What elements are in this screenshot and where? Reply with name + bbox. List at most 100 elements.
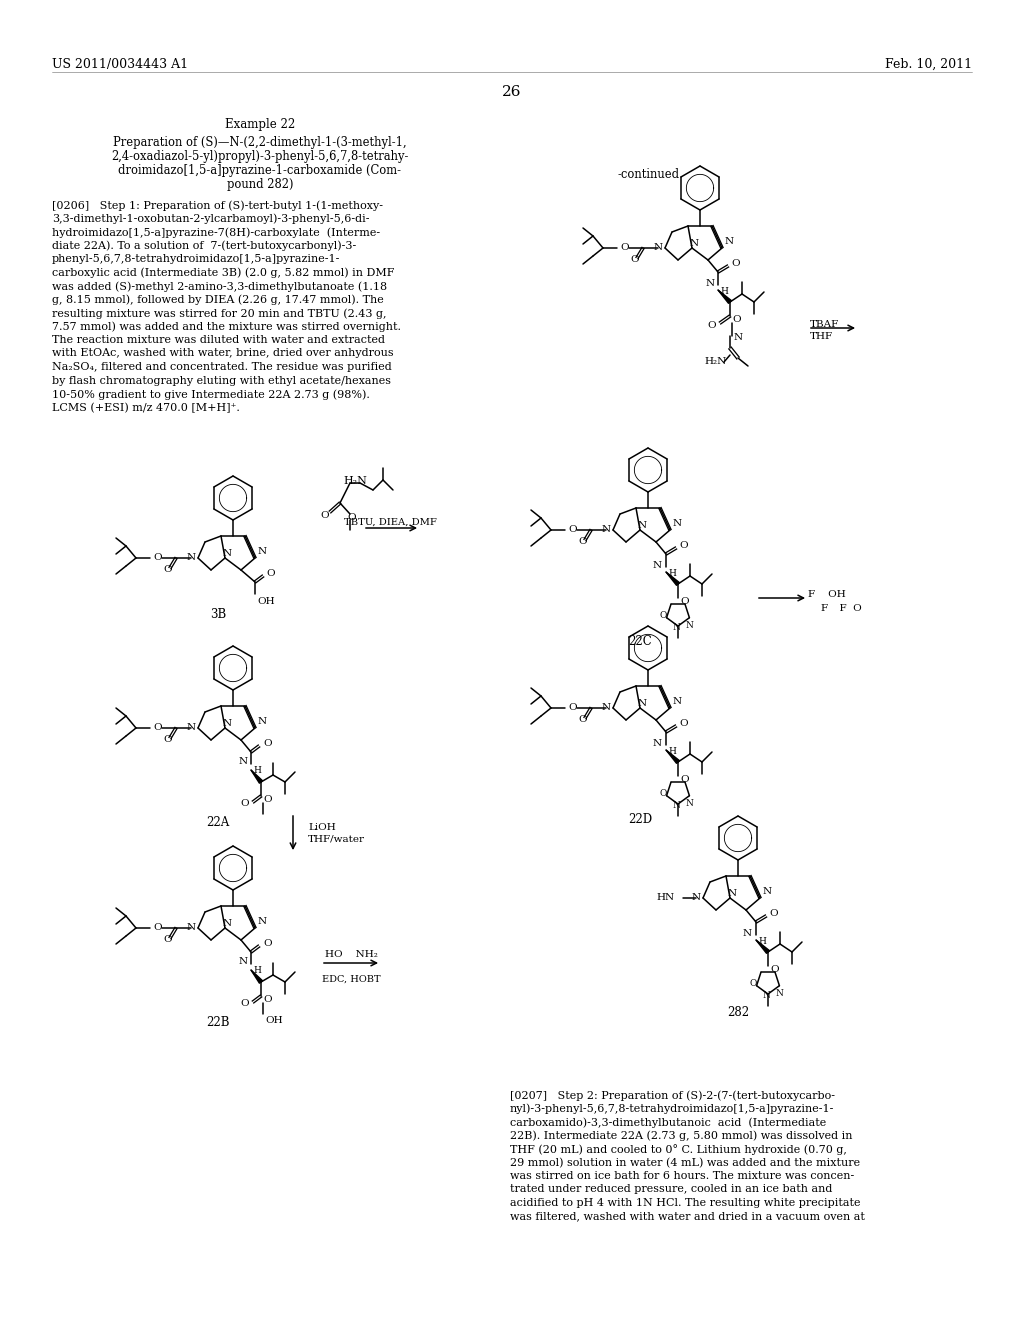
Text: [0206]   Step 1: Preparation of (S)-tert-butyl 1-(1-methoxy-: [0206] Step 1: Preparation of (S)-tert-b… <box>52 201 383 211</box>
Polygon shape <box>251 970 262 983</box>
Polygon shape <box>666 750 679 763</box>
Text: Preparation of (S)—N-(2,2-dimethyl-1-(3-methyl-1,: Preparation of (S)—N-(2,2-dimethyl-1-(3-… <box>114 136 407 149</box>
Text: pound 282): pound 282) <box>226 178 293 191</box>
Text: HN: HN <box>656 894 675 903</box>
Text: [0207]   Step 2: Preparation of (S)-2-(7-(tert-butoxycarbo-: [0207] Step 2: Preparation of (S)-2-(7-(… <box>510 1090 835 1101</box>
Text: N: N <box>637 700 646 709</box>
Text: N: N <box>654 243 663 252</box>
Text: N: N <box>186 723 196 733</box>
Text: N: N <box>602 704 611 713</box>
Text: O: O <box>263 994 271 1003</box>
Text: carboxamido)-3,3-dimethylbutanoic  acid  (Intermediate: carboxamido)-3,3-dimethylbutanoic acid (… <box>510 1117 826 1127</box>
Text: O: O <box>164 936 172 945</box>
Text: N: N <box>727 890 736 899</box>
Text: N: N <box>673 697 682 706</box>
Text: N: N <box>672 801 680 810</box>
Text: O: O <box>164 565 172 574</box>
Text: was stirred on ice bath for 6 hours. The mixture was concen-: was stirred on ice bath for 6 hours. The… <box>510 1171 854 1181</box>
Text: 22C: 22C <box>628 635 652 648</box>
Text: O: O <box>266 569 274 578</box>
Text: O: O <box>241 998 249 1007</box>
Text: O: O <box>750 979 757 989</box>
Text: O: O <box>263 795 271 804</box>
Text: by flash chromatography eluting with ethyl acetate/hexanes: by flash chromatography eluting with eth… <box>52 375 391 385</box>
Text: H₂N: H₂N <box>343 477 367 486</box>
Text: F  O: F O <box>820 605 862 612</box>
Text: diate 22A). To a solution of  7-(tert-butoxycarbonyl)-3-: diate 22A). To a solution of 7-(tert-but… <box>52 240 356 251</box>
Text: 282: 282 <box>727 1006 750 1019</box>
Text: O: O <box>769 909 777 919</box>
Text: TBTU, DIEA, DMF: TBTU, DIEA, DMF <box>344 517 436 527</box>
Text: H: H <box>253 766 261 775</box>
Text: 22B). Intermediate 22A (2.73 g, 5.80 mmol) was dissolved in: 22B). Intermediate 22A (2.73 g, 5.80 mmo… <box>510 1130 853 1140</box>
Text: HO    NH₂: HO NH₂ <box>325 950 378 960</box>
Text: N: N <box>258 917 267 927</box>
Text: N: N <box>222 719 231 729</box>
Text: N: N <box>637 521 646 531</box>
Text: O: O <box>241 799 249 808</box>
Text: O: O <box>579 715 588 725</box>
Text: N: N <box>706 280 715 289</box>
Polygon shape <box>666 572 679 585</box>
Text: O: O <box>631 256 639 264</box>
Text: N: N <box>222 920 231 928</box>
Text: 7.57 mmol) was added and the mixture was stirred overnight.: 7.57 mmol) was added and the mixture was… <box>52 322 401 333</box>
Text: N: N <box>186 553 196 562</box>
Text: 2,4-oxadiazol-5-yl)propyl)-3-phenyl-5,6,7,8-tetrahy-: 2,4-oxadiazol-5-yl)propyl)-3-phenyl-5,6,… <box>112 150 409 162</box>
Text: O: O <box>568 702 578 711</box>
Text: 26: 26 <box>502 84 522 99</box>
Text: hydroimidazo[1,5-a]pyrazine-7(8H)-carboxylate  (Interme-: hydroimidazo[1,5-a]pyrazine-7(8H)-carbox… <box>52 227 380 238</box>
Text: N: N <box>725 238 734 247</box>
Text: N: N <box>653 739 662 748</box>
Text: N: N <box>692 894 701 903</box>
Text: N: N <box>762 991 770 1001</box>
Text: Example 22: Example 22 <box>225 117 295 131</box>
Text: O: O <box>679 541 688 550</box>
Text: g, 8.15 mmol), followed by DIEA (2.26 g, 17.47 mmol). The: g, 8.15 mmol), followed by DIEA (2.26 g,… <box>52 294 384 305</box>
Polygon shape <box>251 770 262 783</box>
Text: N: N <box>186 924 196 932</box>
Text: N: N <box>653 561 662 570</box>
Text: O: O <box>621 243 630 252</box>
Text: O: O <box>321 511 330 520</box>
Text: with EtOAc, washed with water, brine, dried over anhydrous: with EtOAc, washed with water, brine, dr… <box>52 348 393 359</box>
Text: 29 mmol) solution in water (4 mL) was added and the mixture: 29 mmol) solution in water (4 mL) was ad… <box>510 1158 860 1168</box>
Text: O: O <box>659 789 667 799</box>
Text: was filtered, washed with water and dried in a vacuum oven at: was filtered, washed with water and drie… <box>510 1212 865 1221</box>
Text: O: O <box>680 597 688 606</box>
Text: N: N <box>239 758 248 767</box>
Text: O: O <box>263 738 271 747</box>
Text: Na₂SO₄, filtered and concentrated. The residue was purified: Na₂SO₄, filtered and concentrated. The r… <box>52 362 392 372</box>
Polygon shape <box>756 940 769 953</box>
Polygon shape <box>718 290 731 304</box>
Text: carboxylic acid (Intermediate 3B) (2.0 g, 5.82 mmol) in DMF: carboxylic acid (Intermediate 3B) (2.0 g… <box>52 268 394 279</box>
Text: TBAF: TBAF <box>810 319 840 329</box>
Text: trated under reduced pressure, cooled in an ice bath and: trated under reduced pressure, cooled in… <box>510 1184 833 1195</box>
Text: THF/water: THF/water <box>308 836 365 843</box>
Text: EDC, HOBT: EDC, HOBT <box>322 975 380 983</box>
Text: LCMS (+ESI) m/z 470.0 [M+H]⁺.: LCMS (+ESI) m/z 470.0 [M+H]⁺. <box>52 403 240 413</box>
Text: OH: OH <box>265 1016 283 1026</box>
Text: -continued: -continued <box>618 168 680 181</box>
Text: 22A: 22A <box>207 816 229 829</box>
Text: N: N <box>686 622 694 631</box>
Text: N: N <box>742 929 752 939</box>
Text: F    OH: F OH <box>808 590 846 599</box>
Text: O: O <box>164 735 172 744</box>
Text: N: N <box>763 887 772 896</box>
Text: US 2011/0034443 A1: US 2011/0034443 A1 <box>52 58 188 71</box>
Text: O: O <box>731 260 739 268</box>
Text: O: O <box>263 939 271 948</box>
Text: O: O <box>708 321 716 330</box>
Text: H₂N: H₂N <box>705 358 727 367</box>
Text: 3,3-dimethyl-1-oxobutan-2-ylcarbamoyl)-3-phenyl-5,6-di-: 3,3-dimethyl-1-oxobutan-2-ylcarbamoyl)-3… <box>52 214 370 224</box>
Text: H: H <box>720 286 728 296</box>
Text: N: N <box>602 525 611 535</box>
Text: O: O <box>732 314 740 323</box>
Text: LiOH: LiOH <box>308 822 336 832</box>
Text: phenyl-5,6,7,8-tetrahydroimidazo[1,5-a]pyrazine-1-: phenyl-5,6,7,8-tetrahydroimidazo[1,5-a]p… <box>52 253 340 264</box>
Text: F: F <box>820 605 827 612</box>
Text: N: N <box>686 800 694 808</box>
Text: was added (S)-methyl 2-amino-3,3-dimethylbutanoate (1.18: was added (S)-methyl 2-amino-3,3-dimethy… <box>52 281 387 292</box>
Text: N: N <box>689 239 698 248</box>
